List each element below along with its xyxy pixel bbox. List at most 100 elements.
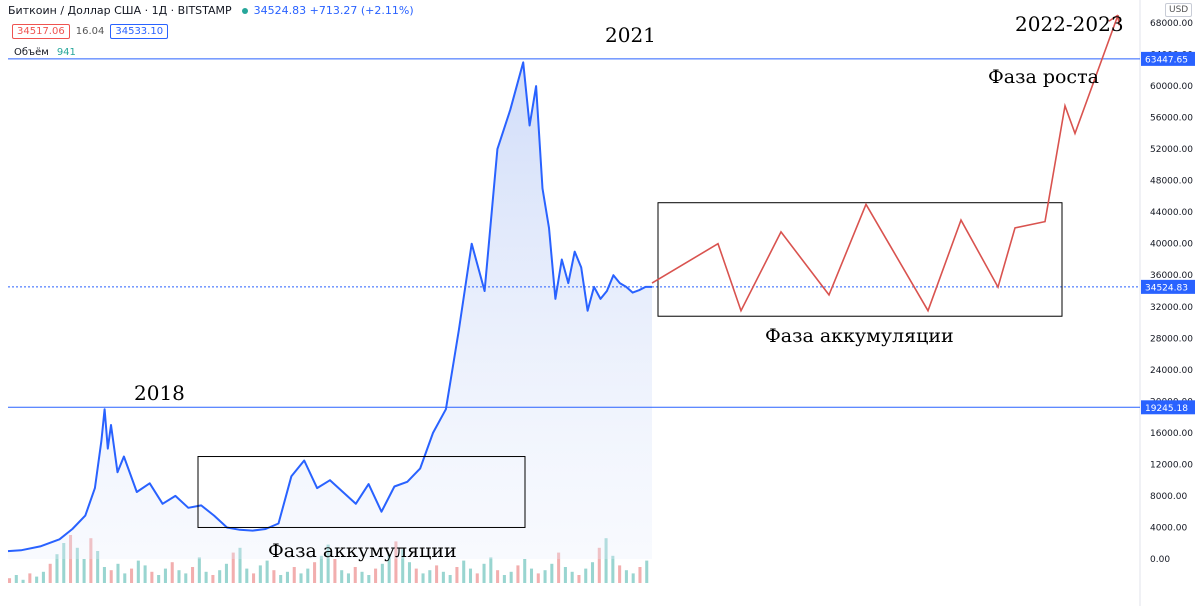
volume-bar (489, 557, 493, 583)
volume-bar (462, 560, 466, 583)
volume-bar (258, 565, 262, 583)
annotation-accumulation-2019: Фаза аккумуляции (268, 540, 457, 562)
price-line (7, 61, 652, 553)
volume-bar (407, 562, 412, 583)
volume-bar (435, 565, 439, 583)
volume-bar (631, 573, 635, 583)
volume-bar (102, 567, 106, 583)
volume-bar (279, 575, 283, 583)
volume-bar (265, 560, 269, 583)
volume-bar (509, 571, 513, 583)
volume-bar (55, 554, 59, 583)
volume-value: 941 (56, 47, 76, 58)
volume-bar (211, 575, 215, 583)
price-marker-tag (1141, 279, 1195, 294)
symbol-title[interactable]: Биткоин / Доллар США · 1Д · BITSTAMP (8, 4, 232, 17)
volume-bar (475, 573, 479, 583)
volume-bar (374, 568, 378, 583)
y-tick-label: 48000.00 (1150, 177, 1193, 187)
volume-bar (414, 568, 418, 583)
volume-bar (313, 562, 317, 583)
price-area (8, 62, 652, 560)
price-marker-tag (1141, 400, 1195, 415)
volume-bar (394, 541, 398, 583)
volume-bar (543, 570, 547, 583)
volume-bar (455, 567, 459, 583)
volume-bar (340, 570, 344, 583)
last-price: 34524.83 (253, 4, 307, 17)
annotation-forecast-years: 2022-2023 (1015, 12, 1124, 36)
y-tick-label: 68000.00 (1150, 19, 1193, 29)
volume-bar (618, 565, 622, 583)
volume-bar (401, 549, 405, 583)
volume-bar (143, 565, 147, 583)
volume-bar (529, 568, 534, 583)
volume-bar (584, 568, 588, 583)
volume-bar (380, 563, 384, 583)
price-marker-label: 19245.18 (1145, 404, 1188, 414)
volume-bar (14, 575, 18, 583)
y-tick-label: 56000.00 (1150, 114, 1193, 124)
volume-bar (292, 567, 296, 583)
bid-ask-row: 34517.06 16.04 34533.10 (12, 24, 169, 39)
y-tick-label: 8000.00 (1150, 492, 1187, 502)
chart-header: Биткоин / Доллар США · 1Д · BITSTAMP 3452… (8, 4, 414, 17)
volume-bar (136, 560, 140, 583)
volume-bar (150, 571, 154, 583)
volume-bar (638, 567, 642, 583)
y-tick-label: 0.00 (1150, 555, 1170, 565)
volume-bar (353, 567, 357, 583)
volume-bar (116, 563, 120, 583)
volume-bar (428, 570, 432, 583)
volume-bar (577, 575, 581, 583)
volume-bar (252, 573, 256, 583)
volume-bar (48, 563, 52, 583)
volume-bar (604, 538, 608, 583)
y-tick-label: 40000.00 (1150, 240, 1193, 250)
volume-bar (245, 568, 249, 583)
forecast-line (651, 14, 1119, 313)
spread-value: 16.04 (75, 26, 105, 37)
volume-bar (570, 571, 574, 583)
volume-bar (387, 554, 391, 583)
volume-bar (346, 573, 350, 583)
volume-bar (557, 552, 561, 583)
volume-bar (448, 575, 452, 583)
accumulation-box-2022 (657, 202, 1063, 317)
volume-bar (441, 571, 445, 583)
volume-bar (319, 555, 323, 583)
volume-legend[interactable]: Объём 941 (14, 47, 76, 58)
volume-bar (611, 555, 615, 583)
y-tick-label: 12000.00 (1150, 460, 1193, 470)
buy-price-button[interactable]: 34533.10 (110, 24, 169, 39)
volume-bar (75, 547, 79, 583)
volume-bar (109, 570, 113, 583)
volume-bar (28, 573, 32, 583)
volume-bar (468, 568, 473, 583)
volume-bar (421, 573, 425, 583)
price-marker-label: 63447.65 (1145, 55, 1188, 65)
volume-bar (597, 547, 601, 583)
volume-bar (184, 573, 188, 583)
volume-bar (360, 571, 364, 583)
y-tick-label: 16000.00 (1150, 429, 1193, 439)
volume-bar (624, 570, 628, 583)
sell-price-button[interactable]: 34517.06 (12, 24, 70, 39)
volume-bar (191, 567, 195, 583)
y-tick-label: 4000.00 (1150, 523, 1187, 533)
y-tick-label: 60000.00 (1150, 82, 1193, 92)
y-tick-label: 36000.00 (1150, 271, 1193, 281)
volume-bar (96, 551, 100, 583)
volume-bar (563, 567, 567, 583)
currency-badge[interactable]: USD (1165, 3, 1193, 17)
volume-bar (130, 568, 134, 583)
market-status-icon (241, 7, 248, 14)
volume-bar (89, 538, 93, 583)
y-tick-label: 44000.00 (1150, 208, 1193, 218)
y-tick-label: 52000.00 (1150, 145, 1193, 155)
volume-bar (218, 570, 222, 583)
volume-bar (21, 579, 25, 583)
forecast-arrowhead (1108, 14, 1120, 26)
volume-bar (238, 547, 242, 583)
